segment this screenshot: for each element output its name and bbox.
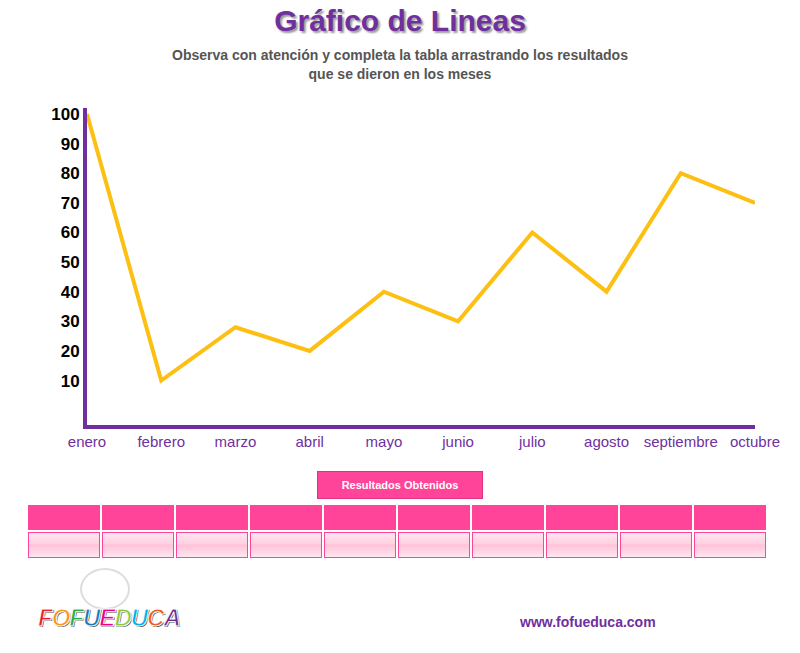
svg-text:100: 100	[51, 105, 79, 124]
svg-text:mayo: mayo	[366, 433, 403, 450]
svg-text:40: 40	[61, 283, 80, 302]
svg-text:abril: abril	[295, 433, 323, 450]
html-text:que se dieron en los meses: que se dieron en los meses	[308, 66, 492, 82]
svg-text:30: 30	[61, 312, 80, 331]
svg-text:marzo: marzo	[215, 433, 257, 450]
svg-text:70: 70	[61, 194, 80, 213]
svg-text:septiembre: septiembre	[644, 433, 718, 450]
svg-text:enero: enero	[68, 433, 106, 450]
svg-text:50: 50	[61, 253, 80, 272]
svg-text:20: 20	[61, 342, 80, 361]
html-text:www.fofueduca.com: www.fofueduca.com	[520, 614, 656, 630]
html-text:Observa con atención y complet: Observa con atención y completa la tabla…	[172, 47, 628, 63]
svg-text:60: 60	[61, 223, 80, 242]
svg-text:junio: junio	[441, 433, 474, 450]
svg-text:agosto: agosto	[584, 433, 629, 450]
svg-text:julio: julio	[518, 433, 546, 450]
html-text:F O F U E D U C A: F O F U E D U C A	[38, 604, 180, 631]
svg-text:octubre: octubre	[730, 433, 780, 450]
svg-text:90: 90	[61, 135, 80, 154]
html-text:Resultados Obtenidos: Resultados Obtenidos	[341, 479, 459, 491]
html-text:Gráfico de Lineas: Gráfico de Lineas	[274, 4, 526, 37]
svg-text:80: 80	[61, 164, 80, 183]
svg-text:10: 10	[61, 372, 80, 391]
svg-text:febrero: febrero	[137, 433, 185, 450]
